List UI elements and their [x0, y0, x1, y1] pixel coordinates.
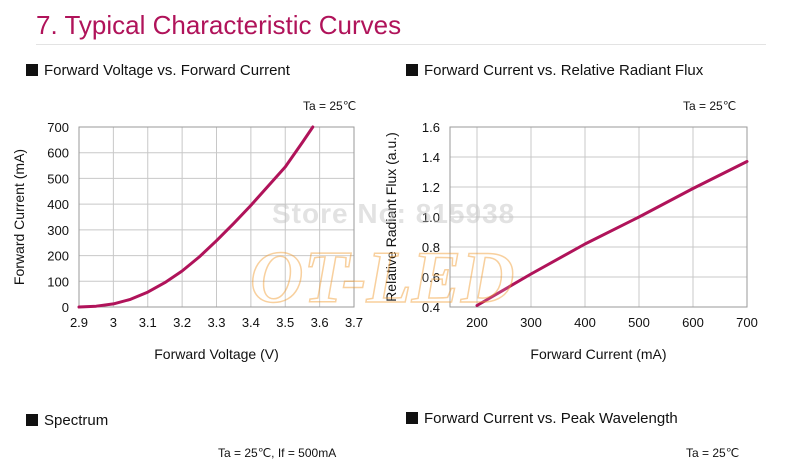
chart-current-flux: 200 300 400 500 600 700 0.4 0.6 0.8 1.0 1.2 1.4 1.6 F…: [383, 120, 758, 362]
x-tick-label: 3.1: [139, 315, 157, 330]
x-tick-label: 500: [628, 315, 650, 330]
y-tick-label: 1.2: [422, 180, 440, 195]
series-line: [77, 125, 315, 309]
y-tick-label: 700: [47, 120, 69, 135]
condition-voltage-current: Ta = 25℃: [303, 99, 357, 113]
x-tick-label: 3.7: [345, 315, 363, 330]
x-tick-label: 200: [466, 315, 488, 330]
condition-spectrum: Ta = 25℃, If = 500mA: [218, 446, 337, 460]
y-tick-label: 600: [47, 146, 69, 161]
series-line: [475, 160, 749, 307]
y-tick-label: 400: [47, 197, 69, 212]
x-tick-label: 3.3: [207, 315, 225, 330]
bullet-square-icon: [406, 412, 418, 424]
page-title: 7. Typical Characteristic Curves: [36, 10, 402, 40]
bullet-square-icon: [26, 64, 38, 76]
x-axis-label: Forward Voltage (V): [154, 346, 279, 362]
watermark-logo: OT-LED: [249, 236, 515, 320]
x-axis-label: Forward Current (mA): [530, 346, 666, 362]
bullet-square-icon: [406, 64, 418, 76]
y-tick-label: 200: [47, 249, 69, 264]
condition-current-wavelength: Ta = 25℃: [686, 446, 740, 460]
x-tick-label: 400: [574, 315, 596, 330]
section-title-text: Spectrum: [44, 412, 109, 429]
x-tick-label: 3.2: [173, 315, 191, 330]
x-tick-label: 3.5: [276, 315, 294, 330]
y-tick-label: 1.6: [422, 120, 440, 135]
y-tick-label: 0.8: [422, 240, 440, 255]
plot-frame: [78, 126, 355, 308]
section-title-voltage-current: Forward Voltage vs. Forward Current: [26, 62, 290, 79]
section-title-current-wavelength: Forward Current vs. Peak Wavelength: [406, 410, 678, 427]
x-tick-label: 3.4: [242, 315, 260, 330]
x-tick-label: 700: [736, 315, 758, 330]
y-tick-label: 100: [47, 274, 69, 289]
y-axis-label: Forward Current (mA): [11, 149, 27, 285]
title-divider: [36, 44, 766, 45]
y-tick-label: 1.0: [422, 210, 440, 225]
section-title-text: Forward Voltage vs. Forward Current: [44, 62, 290, 79]
y-axis-label: Relative Radiant Flux (a.u.): [383, 132, 399, 302]
y-tick-label: 300: [47, 223, 69, 238]
section-title-spectrum: Spectrum: [26, 412, 108, 429]
y-tick-label: 1.4: [422, 150, 440, 165]
x-tick-label: 300: [520, 315, 542, 330]
x-tick-label: 2.9: [70, 315, 88, 330]
watermark-store: Store No: 815938: [272, 198, 516, 229]
y-tick-label: 0: [62, 300, 69, 315]
condition-current-flux: Ta = 25℃: [683, 99, 737, 113]
chart-voltage-current: 2.9 3 3.1 3.2 3.3 3.4 3.5 3.6 3.7 0 100 200 300 400 50…: [11, 120, 363, 362]
y-tick-label: 0.6: [422, 270, 440, 285]
plot-frame: [449, 126, 748, 308]
bullet-square-icon: [26, 414, 38, 426]
x-tick-label: 600: [682, 315, 704, 330]
y-tick-label: 500: [47, 171, 69, 186]
y-tick-label: 0.4: [422, 300, 440, 315]
section-title-current-flux: Forward Current vs. Relative Radiant Flu…: [406, 62, 703, 79]
section-title-text: Forward Current vs. Relative Radiant Flu…: [424, 62, 704, 79]
x-tick-label: 3.6: [311, 315, 329, 330]
x-tick-label: 3: [110, 315, 117, 330]
section-title-text: Forward Current vs. Peak Wavelength: [424, 410, 678, 427]
